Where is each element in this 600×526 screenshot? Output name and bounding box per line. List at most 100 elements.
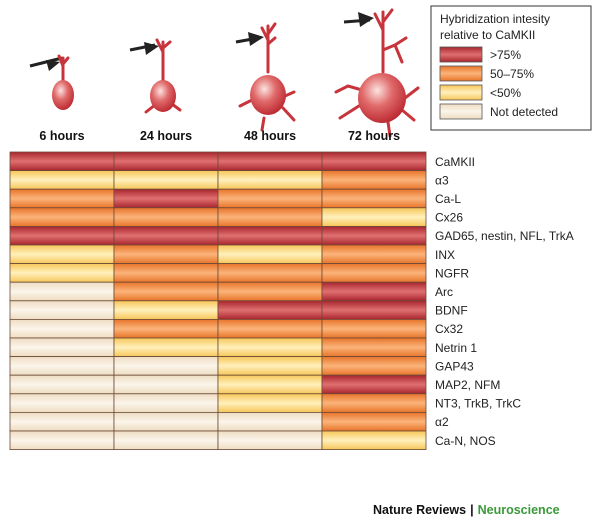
heatmap-cell [217, 244, 323, 265]
heatmap-cell [321, 207, 427, 227]
heatmap-cell [217, 318, 323, 339]
heatmap-cell [9, 430, 115, 451]
heatmap-cell [321, 170, 427, 190]
heatmap-cell [321, 188, 427, 209]
heatmap-cell [321, 411, 427, 432]
heatmap-cell [321, 356, 427, 376]
time-label-1: 24 hours [140, 129, 192, 143]
heatmap-cell [217, 170, 323, 190]
neuron-illustrations [29, 8, 420, 138]
heatmap-cell [217, 188, 323, 209]
gene-label: Arc [435, 285, 453, 299]
neuron-48h-icon [235, 22, 296, 132]
heatmap-cell [113, 151, 219, 172]
heatmap-cell [113, 411, 219, 432]
heatmap-cell [9, 188, 115, 209]
heatmap-cell [9, 225, 115, 246]
heatmap-cell [321, 318, 427, 339]
legend-swatch-50to75 [439, 65, 483, 82]
heatmap-cell [9, 411, 115, 432]
heatmap-cell [113, 188, 219, 209]
heatmap-cell [113, 207, 219, 227]
heatmap-cell [217, 337, 323, 358]
gene-label: NT3, TrkB, TrkC [435, 397, 521, 411]
time-label-2: 48 hours [244, 129, 296, 143]
heatmap-cell [321, 430, 427, 451]
neuron-6h-icon [29, 54, 74, 110]
gene-label: α2 [435, 415, 449, 429]
heatmap-cell [9, 170, 115, 190]
gene-labels: CaMKII α3 Ca-L Cx26 GAD65, nestin, NFL, TrkA… [435, 155, 574, 448]
heatmap-cell [321, 300, 427, 320]
heatmap-cell [113, 374, 219, 395]
gene-label: Ca-L [435, 192, 461, 206]
gene-label: INX [435, 248, 455, 262]
heatmap-cell [9, 337, 115, 358]
time-label-3: 72 hours [348, 129, 400, 143]
heatmap-cell [113, 300, 219, 320]
heatmap-cell [217, 281, 323, 302]
heatmap-cell [217, 151, 323, 172]
heatmap-cell [113, 244, 219, 265]
gene-label: Netrin 1 [435, 341, 477, 355]
journal-section: Neuroscience [477, 503, 560, 517]
heatmap-cell [321, 225, 427, 246]
heatmap-cell [113, 281, 219, 302]
gene-label: CaMKII [435, 155, 475, 169]
time-point-labels: 6 hours 24 hours 48 hours 72 hours [39, 129, 400, 143]
heatmap-cell [321, 374, 427, 395]
heatmap-cell [217, 356, 323, 376]
time-label-0: 6 hours [39, 129, 84, 143]
heatmap-cell [113, 356, 219, 376]
heatmap-cell [217, 300, 323, 320]
heatmap-cell [9, 244, 115, 265]
heatmap-cell [113, 225, 219, 246]
legend-label-lt50: <50% [490, 86, 521, 100]
footer-separator: | [470, 503, 474, 517]
heatmap-cell [113, 393, 219, 413]
gene-label: MAP2, NFM [435, 378, 500, 392]
heatmap-cell [9, 263, 115, 283]
legend-swatch-lt50 [439, 84, 483, 101]
heatmap-cell [9, 207, 115, 227]
heatmap-cell [113, 318, 219, 339]
legend: Hybridization intesity relative to CaMKI… [430, 5, 592, 131]
legend-swatch-gt75 [439, 46, 483, 63]
gene-label: BDNF [435, 304, 468, 318]
heatmap-cell [9, 393, 115, 413]
gene-label: Ca-N, NOS [435, 434, 496, 448]
neuron-72h-icon [334, 8, 420, 138]
heatmap-cell [321, 151, 427, 172]
neuron-24h-icon [129, 38, 182, 114]
heatmap-cell [217, 393, 323, 413]
heatmap-cell [9, 300, 115, 320]
heatmap-cell [217, 411, 323, 432]
gene-label: Cx32 [435, 322, 463, 336]
legend-swatch-nd [439, 103, 483, 120]
heatmap-cell [321, 263, 427, 283]
gene-label: α3 [435, 173, 449, 187]
legend-title-line-2: relative to CaMKII [440, 28, 535, 42]
heatmap-cell [113, 263, 219, 283]
heatmap-cell [113, 337, 219, 358]
heatmap-cell [321, 337, 427, 358]
gene-label: Cx26 [435, 211, 463, 225]
gene-label: GAD65, nestin, NFL, TrkA [435, 229, 574, 243]
heatmap-cell [321, 244, 427, 265]
heatmap-cell [321, 393, 427, 413]
heatmap-cell [9, 151, 115, 172]
heatmap-cell [217, 374, 323, 395]
heatmap-cell [9, 356, 115, 376]
legend-label-50to75: 50–75% [490, 67, 534, 81]
heatmap-cell [217, 225, 323, 246]
heatmap-cell [9, 318, 115, 339]
gene-label: GAP43 [435, 359, 474, 373]
legend-items: >75% 50–75% <50% Not detected [439, 46, 558, 120]
legend-label-gt75: >75% [490, 48, 521, 62]
gene-label: NGFR [435, 266, 469, 280]
legend-title-line-1: Hybridization intesity [440, 12, 550, 26]
heatmap-cell [217, 263, 323, 283]
heatmap-cell [217, 430, 323, 451]
heatmap-cell [217, 207, 323, 227]
